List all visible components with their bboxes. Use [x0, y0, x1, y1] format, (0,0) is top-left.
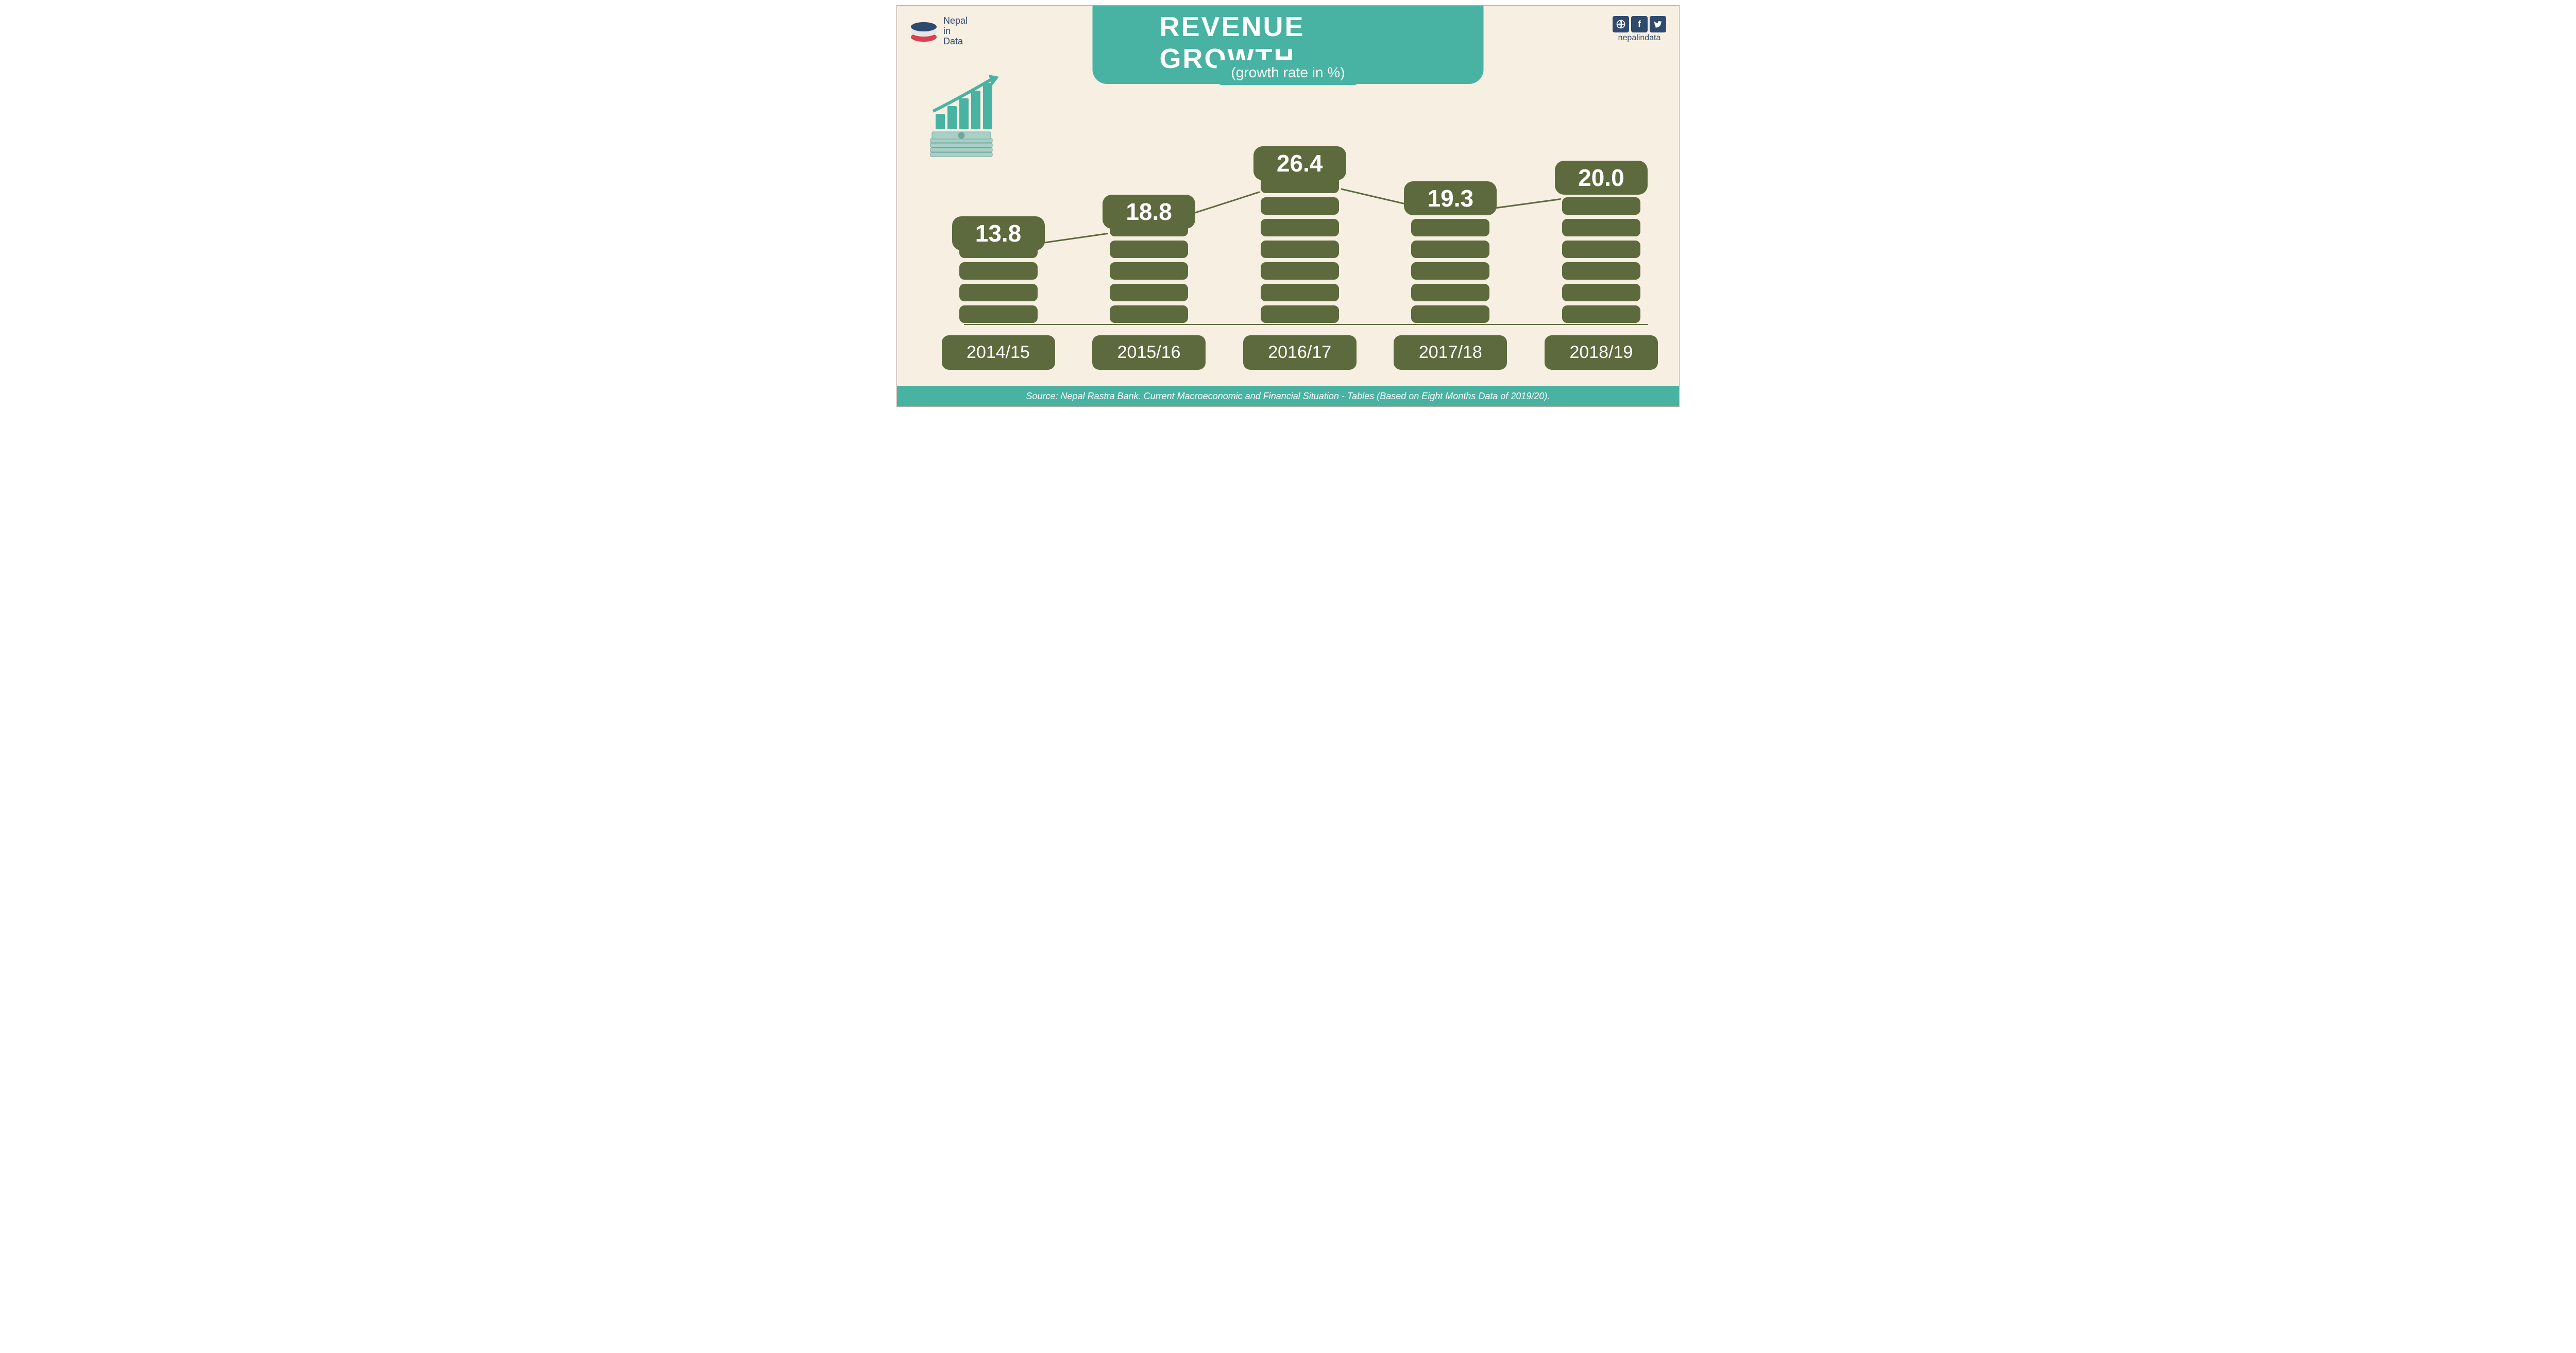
brand-line1: Nepal	[943, 16, 968, 26]
category-label: 2015/16	[1092, 335, 1206, 370]
bar-brick	[1259, 217, 1341, 238]
infographic-canvas: Nepal in Data f nepalindata REVENUE GROW…	[896, 5, 1680, 407]
bar-brick	[1560, 238, 1642, 260]
facebook-icon: f	[1631, 16, 1648, 32]
source-footer: Source: Nepal Rastra Bank. Current Macro…	[897, 386, 1679, 406]
bar-brick	[1259, 238, 1341, 260]
brand-line3: Data	[943, 37, 968, 47]
chart-area: 13.818.826.419.320.0	[964, 93, 1648, 325]
category-label: 2016/17	[1243, 335, 1357, 370]
category-label: 2014/15	[942, 335, 1055, 370]
social-icons: f	[1613, 16, 1666, 32]
bar-column	[1560, 174, 1642, 325]
bar-column	[1108, 217, 1190, 325]
bar-brick	[1409, 260, 1492, 282]
bar-brick	[1409, 282, 1492, 303]
x-axis-labels: 2014/152015/162016/172017/182018/19	[964, 335, 1648, 371]
bar-brick	[1259, 195, 1341, 217]
bar-brick	[957, 282, 1040, 303]
bar-brick	[957, 260, 1040, 282]
twitter-icon	[1650, 16, 1666, 32]
bar-brick	[1560, 282, 1642, 303]
value-label: 20.0	[1555, 161, 1648, 195]
bar-column	[1259, 174, 1341, 325]
category-label: 2018/19	[1545, 335, 1658, 370]
brand-text: Nepal in Data	[943, 16, 968, 46]
bar-brick	[1108, 303, 1190, 325]
value-label: 13.8	[952, 216, 1045, 250]
social-handle: nepalindata	[1613, 33, 1666, 43]
bar-brick	[1108, 238, 1190, 260]
bar-brick	[1259, 260, 1341, 282]
globe-icon	[1613, 16, 1629, 32]
category-label: 2017/18	[1394, 335, 1507, 370]
bar-brick	[1108, 260, 1190, 282]
brand-logo: Nepal in Data	[910, 16, 968, 46]
value-label: 26.4	[1253, 146, 1346, 180]
bar-column	[957, 238, 1040, 325]
bar-brick	[957, 303, 1040, 325]
bar-brick	[1560, 217, 1642, 238]
bar-brick	[1108, 282, 1190, 303]
bar-brick	[1409, 303, 1492, 325]
bar-brick	[1560, 195, 1642, 217]
bar-brick	[1259, 303, 1341, 325]
brand-line2: in	[943, 26, 968, 37]
chart-baseline	[964, 324, 1648, 325]
social-block: f nepalindata	[1613, 16, 1666, 43]
bar-brick	[1560, 260, 1642, 282]
bar-brick	[1409, 238, 1492, 260]
bar-brick	[1560, 303, 1642, 325]
value-label: 19.3	[1404, 181, 1497, 215]
bar-brick	[1259, 282, 1341, 303]
brand-disc-icon	[910, 20, 938, 43]
value-label: 18.8	[1103, 195, 1195, 229]
chart-subtitle: (growth rate in %)	[1217, 60, 1360, 85]
bar-brick	[1409, 217, 1492, 238]
